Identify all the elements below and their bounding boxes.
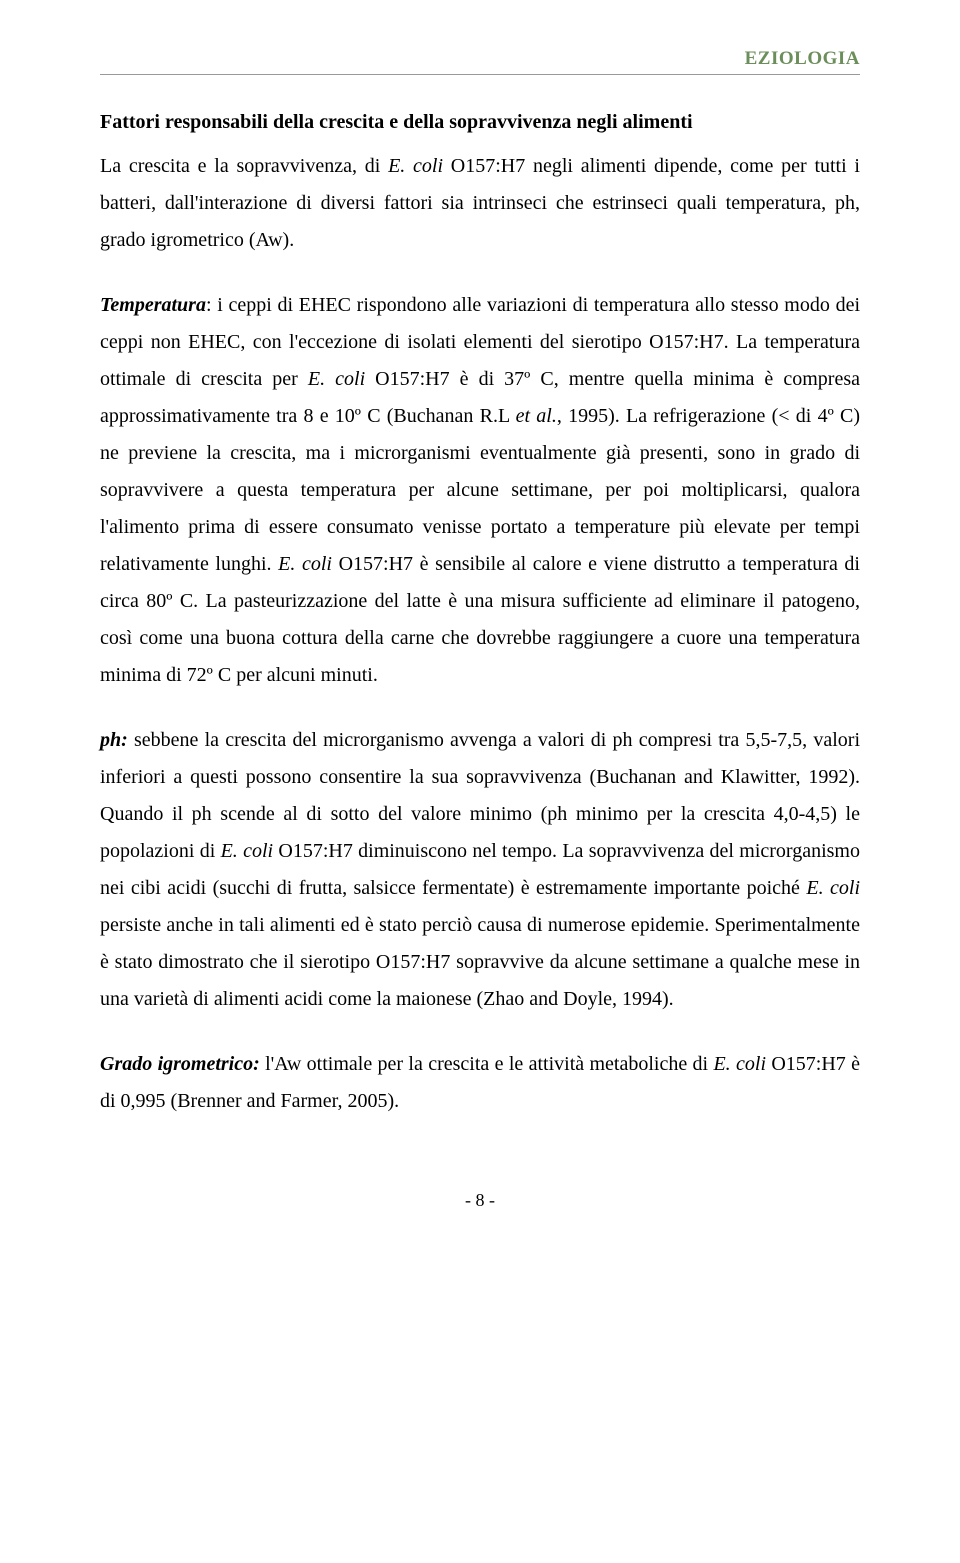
ph-paragraph: ph: sebbene la crescita del microrganism…	[100, 722, 860, 1018]
igro-label: Grado igrometrico:	[100, 1053, 260, 1075]
text: , 1995). La refrigerazione (< di 4º C) n…	[100, 405, 860, 575]
text: l'Aw ottimale per la crescita e le attiv…	[260, 1053, 714, 1075]
temperatura-label: Temperatura	[100, 294, 206, 316]
temperatura-paragraph: Temperatura: i ceppi di EHEC rispondono …	[100, 287, 860, 694]
intro-paragraph: La crescita e la sopravvivenza, di E. co…	[100, 148, 860, 259]
species-name: E. coli	[388, 155, 443, 177]
section-title: Fattori responsabili della crescita e de…	[100, 111, 860, 134]
page-header-label: EZIOLOGIA	[100, 48, 860, 70]
species-name: E. coli	[806, 877, 860, 899]
species-name: E. coli	[221, 840, 274, 862]
ph-label: ph:	[100, 729, 128, 751]
species-name: E. coli	[278, 553, 332, 575]
species-name: E. coli	[308, 368, 365, 390]
text: La crescita e la sopravvivenza, di	[100, 155, 388, 177]
header-rule	[100, 74, 860, 75]
species-name: E. coli	[713, 1053, 766, 1075]
text: persiste anche in tali alimenti ed è sta…	[100, 914, 860, 1010]
page-number: - 8 -	[100, 1190, 860, 1211]
igro-paragraph: Grado igrometrico: l'Aw ottimale per la …	[100, 1046, 860, 1120]
citation-etal: et al.	[516, 405, 557, 427]
